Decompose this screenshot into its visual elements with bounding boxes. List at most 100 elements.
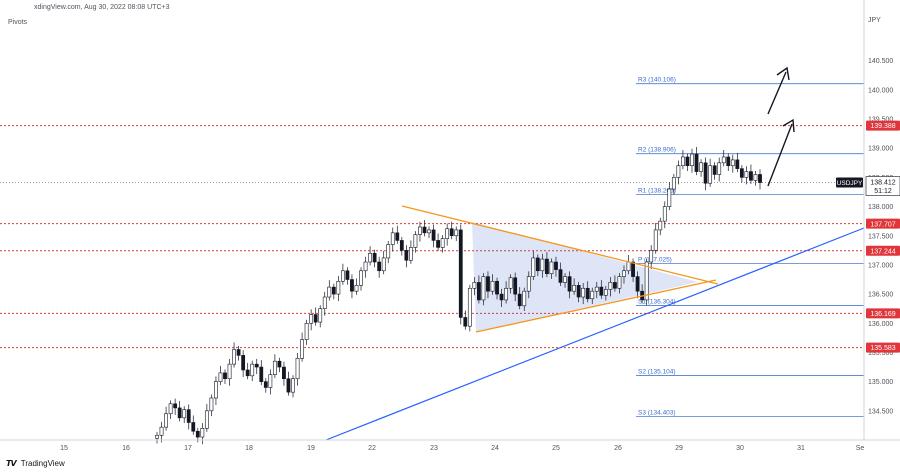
- level-price-tag: [866, 120, 900, 131]
- candle-body: [177, 407, 182, 419]
- candle-body: [322, 296, 327, 309]
- candle-body: [563, 276, 567, 283]
- y-tick-label: 137.000: [868, 262, 893, 269]
- level-price-label: 136.169: [870, 311, 895, 318]
- candle-body: [676, 165, 681, 178]
- candle-body: [712, 165, 717, 175]
- candle-body: [336, 280, 341, 295]
- ascending-trendline[interactable]: [325, 227, 865, 441]
- candle-body: [626, 261, 631, 272]
- candle-body: [685, 156, 690, 167]
- forecast-arrow-lower[interactable]: [767, 118, 795, 187]
- candle-body: [372, 252, 377, 263]
- candle-body: [617, 276, 622, 289]
- candle-body: [599, 286, 604, 296]
- x-tick-label: 24: [491, 445, 499, 452]
- candle-body: [730, 159, 735, 167]
- candle-body: [545, 258, 549, 274]
- pivot-label: S1 (136.304): [638, 299, 676, 306]
- candle-body: [350, 279, 354, 292]
- candle-body: [209, 397, 214, 412]
- candle-body: [259, 366, 264, 382]
- candle-body: [155, 435, 159, 439]
- triangle-pattern-fill[interactable]: [472, 222, 698, 332]
- candle-body: [517, 293, 522, 307]
- forecast-arrow-upper[interactable]: [767, 66, 790, 115]
- brand-name: TradingView: [20, 459, 65, 468]
- candle-body: [526, 276, 531, 292]
- candle-body: [753, 174, 758, 181]
- candle-body: [300, 339, 304, 359]
- candle-body: [744, 171, 749, 178]
- candle-body: [263, 381, 268, 388]
- candle-body: [164, 413, 168, 428]
- level-price-label: 139.388: [870, 123, 895, 130]
- candle-body: [490, 280, 495, 292]
- candle-body: [359, 270, 363, 286]
- candle-body: [662, 206, 667, 222]
- candle-body: [690, 153, 694, 167]
- candle-body: [354, 285, 359, 292]
- candle-body: [327, 286, 332, 298]
- candle-body: [191, 422, 196, 432]
- x-tick-label: 18: [245, 445, 253, 452]
- chart-header: xdingView.com, Aug 30, 2022 08:08 UTC+3: [34, 4, 170, 11]
- candle-body: [418, 226, 422, 235]
- candle-body: [254, 363, 259, 368]
- candle-body: [395, 232, 400, 241]
- candle-body: [613, 282, 617, 289]
- candle-body: [195, 430, 200, 438]
- triangle-upper-trendline[interactable]: [401, 205, 719, 285]
- candle-body: [377, 261, 382, 272]
- candle-body: [522, 290, 527, 307]
- y-tick-label: 135.500: [868, 350, 893, 357]
- y-tick-label: 136.000: [868, 321, 893, 328]
- candle-body: [721, 156, 726, 164]
- candle-body: [585, 287, 590, 300]
- candle-body: [268, 374, 273, 388]
- x-tick-label: 26: [614, 445, 622, 452]
- candle-body: [186, 409, 191, 423]
- candle-body: [386, 244, 391, 259]
- footer: 𝙏𝙑 TradingView: [6, 459, 65, 468]
- pivot-label: R1 (138.205): [638, 188, 676, 195]
- x-tick-label: 23: [430, 445, 438, 452]
- candle-body: [671, 177, 676, 190]
- level-price-label: 137.707: [870, 221, 895, 228]
- candle-body: [554, 261, 558, 270]
- candle-body: [622, 270, 626, 277]
- candle-body: [218, 372, 223, 382]
- candle-body: [445, 228, 450, 239]
- candle-body: [286, 378, 291, 393]
- candle-body: [277, 360, 282, 368]
- candle-body: [472, 282, 477, 289]
- y-tick-label: 135.000: [868, 379, 893, 386]
- candle-body: [309, 314, 314, 324]
- level-price-tag: [866, 308, 900, 319]
- candle-body: [427, 229, 431, 234]
- candle-body: [581, 287, 586, 298]
- candle-body: [486, 276, 490, 292]
- symbol-tag: [836, 177, 863, 188]
- candle-body: [368, 252, 372, 263]
- candle-body: [422, 226, 427, 234]
- candle-body: [463, 317, 468, 327]
- x-tick-label: 22: [368, 445, 376, 452]
- candle-body: [291, 378, 295, 393]
- candle-body: [481, 276, 486, 301]
- symbol-label: USDJPY: [837, 180, 863, 187]
- pivot-label: S2 (135.104): [638, 369, 676, 376]
- x-tick-label: 25: [552, 445, 560, 452]
- candle-body: [227, 363, 232, 380]
- pivot-label: P (137.025): [638, 256, 672, 263]
- triangle-lower-trendline[interactable]: [475, 279, 717, 333]
- pivot-label: S3 (134.403): [638, 409, 676, 416]
- candle-body: [667, 188, 672, 207]
- axes: JPY134.500135.000135.500136.000136.50013…: [0, 0, 900, 452]
- candle-body: [272, 360, 277, 375]
- candle-body: [513, 277, 518, 295]
- candle-body: [345, 270, 350, 280]
- candle-body: [241, 355, 246, 371]
- candle-body: [694, 153, 699, 172]
